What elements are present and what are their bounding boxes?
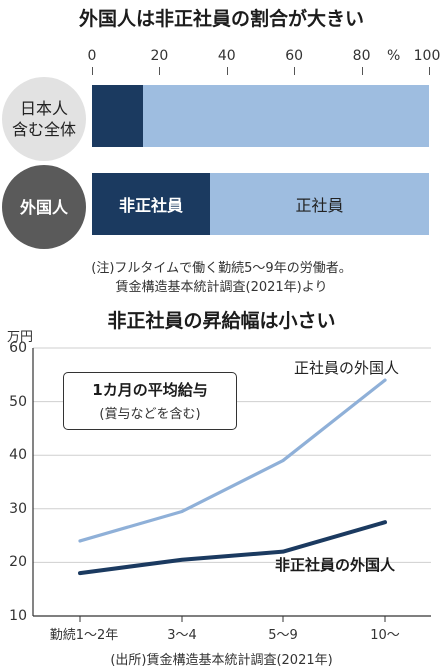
legend-box: 1カ月の平均給与 (賞与などを含む) [63,372,237,430]
chart2-y-unit: 万円 [7,330,34,345]
series-line-nonregular-foreigners [78,520,387,576]
data-point [383,378,387,382]
x-tick-label: 100 [413,48,441,64]
x-tick-label: 20 [150,48,169,64]
x-tick-label: 0 [87,48,97,64]
x-tick-mark [361,67,363,75]
data-point [180,509,184,513]
x-tick-mark [226,67,228,75]
bar-overall-nonregular-segment [92,85,143,147]
y-tick-label: 50 [9,393,27,410]
x-tick-label: 80 [352,48,371,64]
y-tick-label: 40 [9,447,27,464]
segment-label-regular: 正社員 [295,196,344,215]
x-tick-label: 10〜 [370,628,400,643]
x-tick-mark [429,67,430,75]
chart1-unit-label: % [387,48,401,64]
data-point [78,571,82,575]
series-label-regular-foreigners: 正社員の外国人 [294,359,400,377]
x-tick-label: 勤続1〜2年 [49,628,119,643]
x-tick-label: 40 [217,48,236,64]
data-point [78,539,82,543]
chart1-note-line2: 賃金構造基本統計調査(2021年)より [115,280,328,295]
series-line-regular-foreigners [78,378,387,543]
chart2-title: 非正社員の昇給幅は小さい [107,310,336,332]
series-label-nonregular-foreigners: 非正社員の外国人 [275,556,396,574]
chart1-note-line1: (注)フルタイムで働く勤続5〜9年の労働者。 [91,261,352,276]
y-tick-label: 10 [9,608,27,624]
x-tick-label: 5〜9 [268,628,298,643]
data-point [383,520,387,524]
data-point [281,459,285,463]
x-tick-mark [294,67,296,75]
legend-title: 1カ月の平均給与 [92,381,208,399]
category-label-overall: 日本人 含む全体 [2,77,86,161]
chart1-title: 外国人は非正社員の割合が大きい [78,8,364,30]
x-tick-label: 3〜4 [167,628,197,643]
data-point [180,558,184,562]
segment-label-nonregular: 非正社員 [118,196,183,215]
chart2-source: (出所)賃金構造基本統計調査(2021年) [110,653,333,668]
chart1-note: (注)フルタイムで働く勤続5〜9年の労働者。 賃金構造基本統計調査(2021年)… [0,259,443,297]
y-tick-label: 20 [9,554,27,571]
bar-overall [92,85,429,147]
y-tick-label: 30 [9,500,27,517]
x-tick-mark [159,67,161,75]
bar-foreigners [92,173,429,235]
y-tick-label: 60 [9,340,27,356]
category-label-foreigners: 外国人 [2,165,86,249]
bar-foreigners-nonregular-segment [92,173,210,235]
x-tick-label: 60 [285,48,304,64]
x-tick-mark [92,67,93,75]
legend-subtitle: (賞与などを含む) [99,407,201,422]
data-point [281,550,285,554]
